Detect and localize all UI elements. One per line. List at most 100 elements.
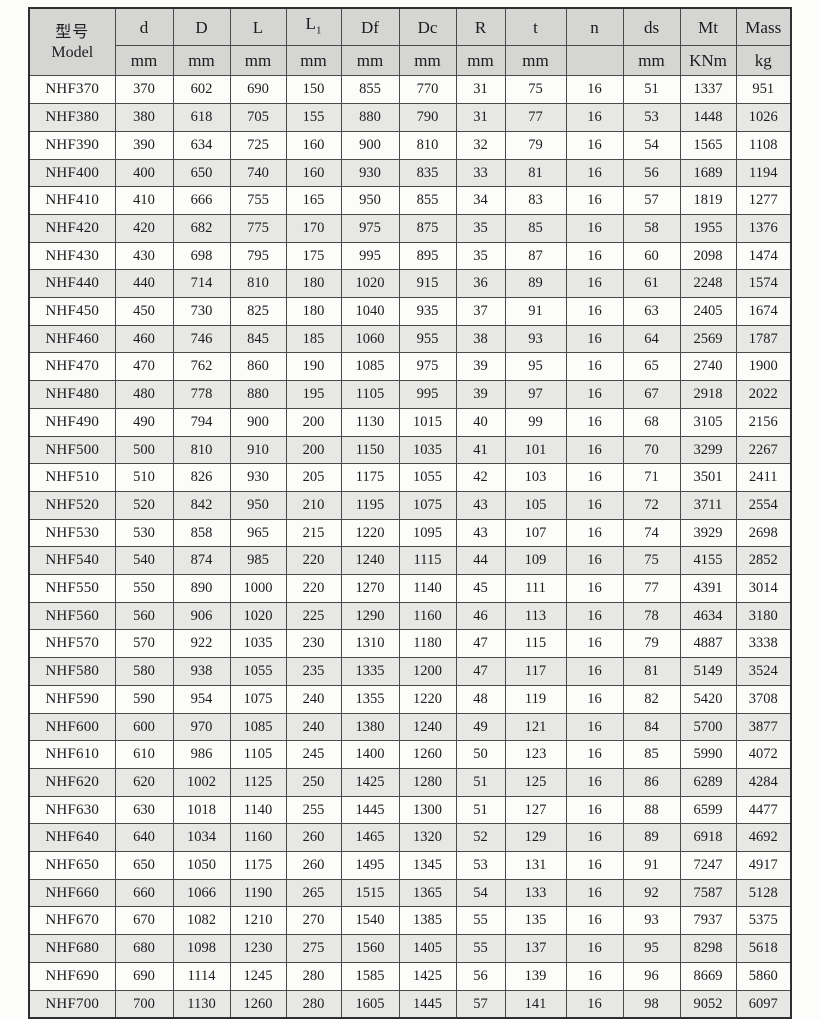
model-cell: NHF550 [28, 574, 116, 603]
value-cell: 54 [455, 878, 506, 908]
value-cell: 195 [285, 380, 342, 409]
model-cell: NHF450 [28, 297, 116, 326]
table-row: NHF700 700 1130 1260 280 1605 1445 57 141 16 98 905… [28, 989, 792, 1019]
value-cell: 16 [565, 934, 624, 963]
value-cell: 5618 [735, 934, 792, 963]
value-cell: 57 [455, 989, 506, 1019]
col-header-t: t [504, 7, 567, 47]
value-cell: 5149 [679, 657, 737, 686]
value-cell: 93 [622, 906, 681, 936]
value-cell: 72 [622, 490, 681, 520]
value-cell: 51 [455, 795, 506, 825]
value-cell: 1515 [340, 878, 400, 908]
value-cell: 265 [285, 878, 342, 908]
value-cell: 1060 [340, 324, 400, 354]
table-row: NHF530 530 858 965 215 1220 1095 43 107 16 74 3929 2… [28, 518, 792, 548]
col-header-L1: L1 [285, 7, 342, 47]
value-cell: 510 [114, 463, 174, 492]
model-cell: NHF520 [28, 490, 116, 520]
value-cell: 600 [114, 712, 174, 742]
value-cell: 370 [114, 75, 174, 105]
unit-Mt: KNm [679, 45, 737, 77]
value-cell: 826 [172, 463, 231, 492]
value-cell: 78 [622, 601, 681, 631]
value-cell: 77 [622, 574, 681, 603]
value-cell: 16 [565, 186, 624, 215]
value-cell: 16 [565, 574, 624, 603]
value-cell: 755 [229, 186, 287, 215]
value-cell: 16 [565, 601, 624, 631]
value-cell: 1380 [340, 712, 400, 742]
value-cell: 951 [735, 75, 792, 105]
value-cell: 680 [114, 934, 174, 963]
value-cell: 2852 [735, 546, 792, 576]
value-cell: 1300 [398, 795, 457, 825]
value-cell: 618 [172, 103, 231, 132]
value-cell: 2918 [679, 380, 737, 409]
value-cell: 550 [114, 574, 174, 603]
value-cell: 460 [114, 324, 174, 354]
value-cell: 1180 [398, 629, 457, 659]
unit-d: mm [114, 45, 174, 77]
table-body: NHF370 370 602 690 150 855 770 31 75 16 51 1337 951 N… [28, 75, 792, 1019]
value-cell: 770 [398, 75, 457, 105]
value-cell: 240 [285, 684, 342, 714]
model-cell: NHF660 [28, 878, 116, 908]
value-cell: 16 [565, 989, 624, 1019]
value-cell: 31 [455, 103, 506, 132]
value-cell: 1026 [735, 103, 792, 132]
value-cell: 975 [340, 213, 400, 243]
value-cell: 810 [398, 130, 457, 160]
value-cell: 67 [622, 380, 681, 409]
value-cell: 47 [455, 629, 506, 659]
value-cell: 55 [455, 934, 506, 963]
col-header-model: 型号 Model [28, 7, 116, 77]
value-cell: 1075 [229, 684, 287, 714]
value-cell: 1290 [340, 601, 400, 631]
value-cell: 5700 [679, 712, 737, 742]
value-cell: 91 [504, 297, 567, 326]
value-cell: 16 [565, 213, 624, 243]
value-cell: 1540 [340, 906, 400, 936]
value-cell: 1448 [679, 103, 737, 132]
value-cell: 1040 [340, 297, 400, 326]
value-cell: 1175 [340, 463, 400, 492]
value-cell: 540 [114, 546, 174, 576]
value-cell: 690 [114, 961, 174, 991]
table-row: NHF460 460 746 845 185 1060 955 38 93 16 64 2569 178… [28, 324, 792, 354]
value-cell: 190 [285, 352, 342, 382]
value-cell: 935 [398, 297, 457, 326]
value-cell: 2267 [735, 435, 792, 465]
value-cell: 81 [622, 657, 681, 686]
value-cell: 58 [622, 213, 681, 243]
value-cell: 700 [114, 989, 174, 1019]
table-row: NHF580 580 938 1055 235 1335 1200 47 117 16 81 5149… [28, 657, 792, 686]
value-cell: 137 [504, 934, 567, 963]
value-cell: 1819 [679, 186, 737, 215]
value-cell: 280 [285, 989, 342, 1019]
model-cell: NHF380 [28, 103, 116, 132]
value-cell: 92 [622, 878, 681, 908]
value-cell: 3014 [735, 574, 792, 603]
value-cell: 530 [114, 518, 174, 548]
value-cell: 5420 [679, 684, 737, 714]
value-cell: 82 [622, 684, 681, 714]
value-cell: 858 [172, 518, 231, 548]
table-row: NHF380 380 618 705 155 880 790 31 77 16 53 1448 1026 [28, 103, 792, 132]
value-cell: 95 [622, 934, 681, 963]
value-cell: 1445 [340, 795, 400, 825]
value-cell: 77 [504, 103, 567, 132]
value-cell: 1405 [398, 934, 457, 963]
value-cell: 93 [504, 324, 567, 354]
table-row: NHF550 550 890 1000 220 1270 1140 45 111 16 77 4391… [28, 574, 792, 603]
value-cell: 16 [565, 740, 624, 769]
value-cell: 7937 [679, 906, 737, 936]
value-cell: 230 [285, 629, 342, 659]
value-cell: 910 [229, 435, 287, 465]
table-row: NHF540 540 874 985 220 1240 1115 44 109 16 75 4155 2… [28, 546, 792, 576]
model-cell: NHF620 [28, 767, 116, 797]
value-cell: 1194 [735, 158, 792, 188]
value-cell: 220 [285, 546, 342, 576]
model-cell: NHF600 [28, 712, 116, 742]
value-cell: 16 [565, 75, 624, 105]
